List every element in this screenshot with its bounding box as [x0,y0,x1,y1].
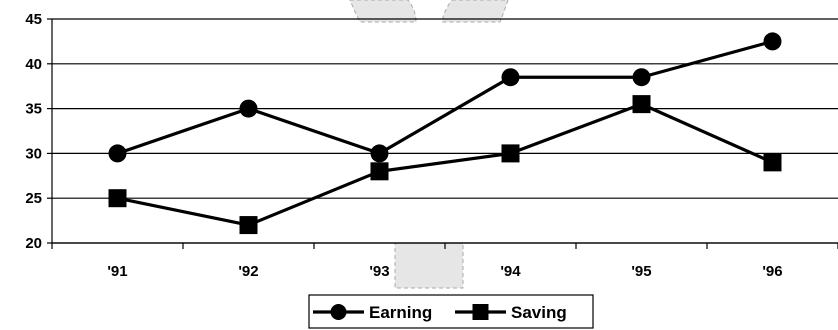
legend: Earning Saving [308,294,594,329]
legend-label-saving: Saving [511,303,567,322]
background-artifacts [349,0,509,289]
x-tick-label-95: '95 [631,263,651,280]
x-tick-label-94: '94 [500,263,521,280]
point-saving-91 [108,189,127,208]
y-tick-label-20: 20 [25,235,42,252]
point-earning-92 [239,99,258,118]
point-saving-95 [632,95,651,114]
axes [47,18,838,249]
point-saving-93 [370,162,389,181]
legend-marker-saving [472,304,489,320]
series-layer [108,32,782,235]
series-line-saving [117,102,774,227]
x-tick-label-92: '92 [238,263,258,280]
point-earning-95 [632,68,651,87]
point-saving-92 [239,216,258,235]
y-tick-labels: 20 25 30 35 40 45 [25,11,42,252]
point-earning-94 [501,68,520,87]
point-earning-96 [763,32,782,51]
point-earning-93 [370,144,389,163]
y-tick-label-35: 35 [25,101,42,118]
point-earning-91 [108,144,127,163]
point-saving-94 [501,144,520,163]
x-tick-label-91: '91 [107,263,127,280]
y-tick-label-30: 30 [25,145,42,162]
series-line-earning [116,39,773,155]
legend-label-earning: Earning [369,303,432,322]
y-tick-label-45: 45 [25,11,42,28]
y-tick-label-40: 40 [25,56,42,73]
x-tick-label-96: '96 [762,263,782,280]
point-saving-96 [763,153,782,172]
x-tick-label-93: '93 [369,263,389,280]
x-tick-labels: '91 '92 '93 '94 '95 '96 [107,263,782,280]
y-tick-label-25: 25 [25,190,42,207]
legend-marker-earning [330,304,347,320]
